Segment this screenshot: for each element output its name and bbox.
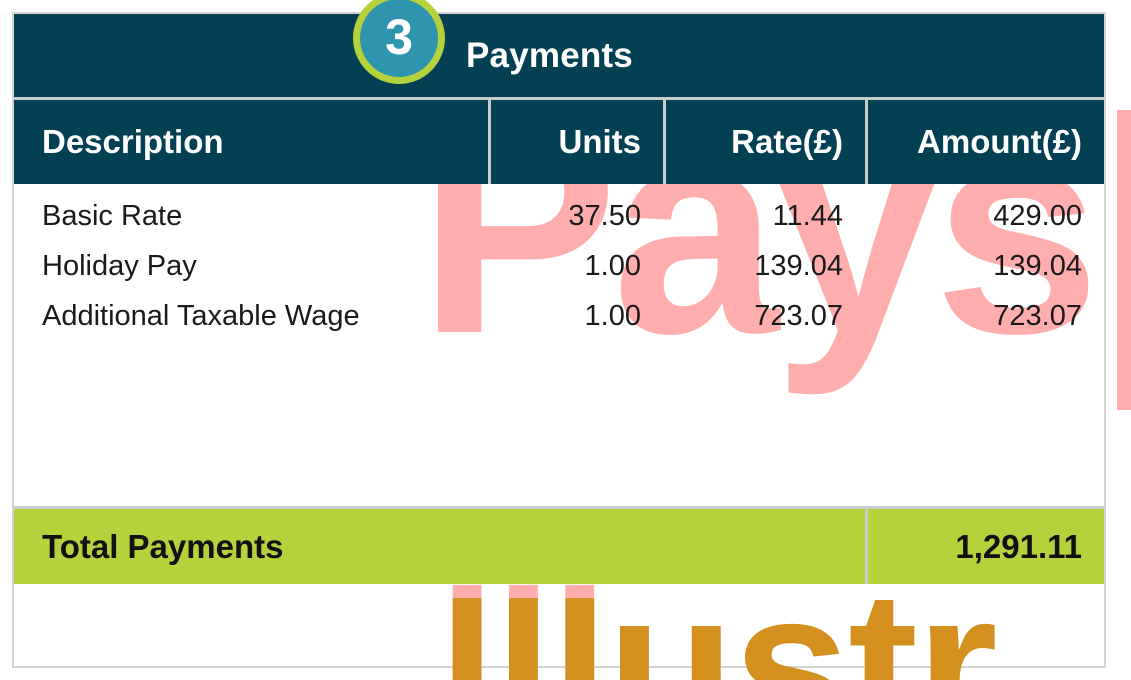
step-number-badge: 3 <box>353 0 445 84</box>
total-payments-label: Total Payments <box>42 527 284 565</box>
payments-table-card: 3 Payments Description Units Rate(£) Amo… <box>12 0 1106 668</box>
cell-units: 1.00 <box>584 299 641 332</box>
cell-description: Holiday Pay <box>42 249 197 282</box>
cell-units: 1.00 <box>584 249 641 282</box>
cell-amount: 723.07 <box>993 299 1082 332</box>
table-body: Basic Rate 37.50 11.44 429.00 Holiday Pa… <box>14 184 1104 584</box>
column-header-units: Units <box>488 100 663 184</box>
cell-amount: 139.04 <box>993 249 1082 282</box>
cell-rate: 139.04 <box>754 249 843 282</box>
column-header-description: Description <box>42 123 224 160</box>
table-header-row: Description Units Rate(£) Amount(£) <box>14 100 1104 184</box>
step-number-label: 3 <box>385 9 413 65</box>
watermark-edge-stroke <box>1117 110 1131 410</box>
cell-rate: 11.44 <box>772 199 843 232</box>
total-payments-value: 1,291.11 <box>865 509 1104 584</box>
cell-units: 37.50 <box>568 199 641 232</box>
section-title: Payments <box>466 35 633 75</box>
cell-amount: 429.00 <box>993 199 1082 232</box>
section-title-bar: 3 Payments <box>14 0 1104 100</box>
table-row: Additional Taxable Wage 1.00 723.07 723.… <box>14 291 1104 341</box>
cell-rate: 723.07 <box>754 299 843 332</box>
column-header-rate: Rate(£) <box>663 100 865 184</box>
column-header-amount: Amount(£) <box>865 100 1104 184</box>
table-row: Holiday Pay 1.00 139.04 139.04 <box>14 241 1104 291</box>
total-payments-bar: Total Payments 1,291.11 <box>14 506 1104 584</box>
cell-description: Basic Rate <box>42 199 183 232</box>
cell-description: Additional Taxable Wage <box>42 299 360 332</box>
table-row: Basic Rate 37.50 11.44 429.00 <box>14 191 1104 241</box>
